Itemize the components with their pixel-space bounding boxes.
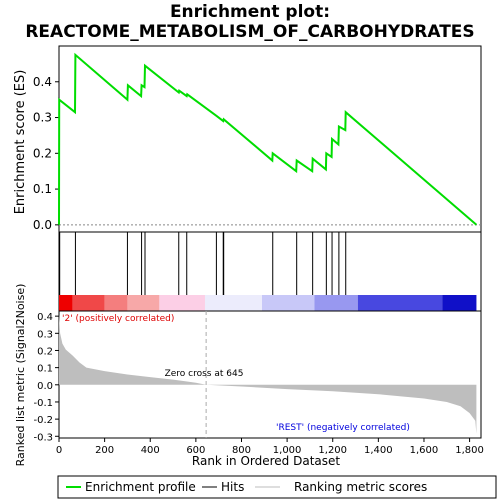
rank-color-segment bbox=[357, 295, 443, 311]
x-tick-label: 1,200 bbox=[318, 445, 347, 456]
x-tick-label: 1,800 bbox=[455, 445, 484, 456]
metric-y-tick-label: -0.2 bbox=[33, 415, 53, 426]
es-y-tick-label: 0.3 bbox=[33, 111, 52, 125]
x-tick-label: 1,000 bbox=[273, 445, 302, 456]
es-plot-area bbox=[58, 45, 482, 233]
legend-entry-enrichment-profile: Enrichment profile bbox=[85, 480, 196, 494]
rank-color-segment bbox=[72, 295, 105, 311]
metric-y-tick-label: 0.0 bbox=[37, 381, 53, 392]
rank-color-segment bbox=[127, 295, 160, 311]
metric-y-tick-label: -0.3 bbox=[33, 432, 53, 443]
axes-text: Enrichment score (ES) Ranked list metric… bbox=[13, 70, 410, 468]
x-axis-label: Rank in Ordered Dataset bbox=[192, 454, 340, 468]
metric-y-tick-label: 0.4 bbox=[37, 312, 53, 323]
es-y-axis-label: Enrichment score (ES) bbox=[13, 70, 28, 215]
x-tick-label: 600 bbox=[186, 445, 205, 456]
metric-y-tick-label: 0.2 bbox=[37, 346, 53, 357]
x-tick-label: 1,600 bbox=[410, 445, 439, 456]
rank-color-segment bbox=[314, 295, 358, 311]
legend: Enrichment profile Hits Ranking metric s… bbox=[57, 475, 497, 499]
positive-correlation-label: '2' (positively correlated) bbox=[62, 314, 174, 324]
rank-color-segment bbox=[442, 295, 477, 311]
zero-cross-label: Zero cross at 645 bbox=[165, 369, 244, 379]
metric-y-tick-label: -0.1 bbox=[33, 398, 53, 409]
metric-plot-area bbox=[58, 310, 482, 439]
enrichment-profile-line bbox=[58, 52, 478, 226]
hits-panel bbox=[58, 231, 482, 312]
x-tick-label: 0 bbox=[56, 445, 62, 456]
rank-color-segment bbox=[204, 295, 263, 311]
legend-entry-hits: Hits bbox=[221, 480, 244, 494]
x-tick-label: 400 bbox=[141, 445, 160, 456]
metric-panel: 0.4 0.3 0.2 0.1 0.0 -0.1 -0.2 -0.30 200 400 600 800… bbox=[33, 310, 484, 456]
legend-entry-ranking-metric: Ranking metric scores bbox=[294, 480, 427, 494]
chart-title-line2: REACTOME_METABOLISM_OF_CARBOHYDRATES bbox=[25, 22, 475, 42]
chart-title-line1: Enrichment plot: bbox=[169, 2, 331, 22]
es-y-tick-label: 0.4 bbox=[33, 75, 52, 89]
rank-color-segment bbox=[262, 295, 315, 311]
rank-color-segment bbox=[104, 295, 128, 311]
es-y-tick-label: 0.2 bbox=[33, 146, 52, 160]
metric-y-tick-label: 0.3 bbox=[37, 329, 53, 340]
es-panel: 0.0 0.1 0.2 0.3 0.4 bbox=[33, 45, 482, 233]
rank-color-segment bbox=[159, 295, 205, 311]
es-y-tick-label: 0.1 bbox=[33, 182, 52, 196]
x-tick-label: 200 bbox=[95, 445, 114, 456]
x-tick-label: 800 bbox=[232, 445, 251, 456]
es-y-tick-label: 0.0 bbox=[33, 218, 52, 232]
negative-correlation-label: 'REST' (negatively correlated) bbox=[276, 423, 410, 433]
rank-color-segment bbox=[59, 295, 73, 311]
metric-y-tick-label: 0.1 bbox=[37, 364, 53, 375]
x-tick-label: 1,400 bbox=[364, 445, 393, 456]
metric-y-axis-label: Ranked list metric (Signal2Noise) bbox=[14, 284, 27, 467]
